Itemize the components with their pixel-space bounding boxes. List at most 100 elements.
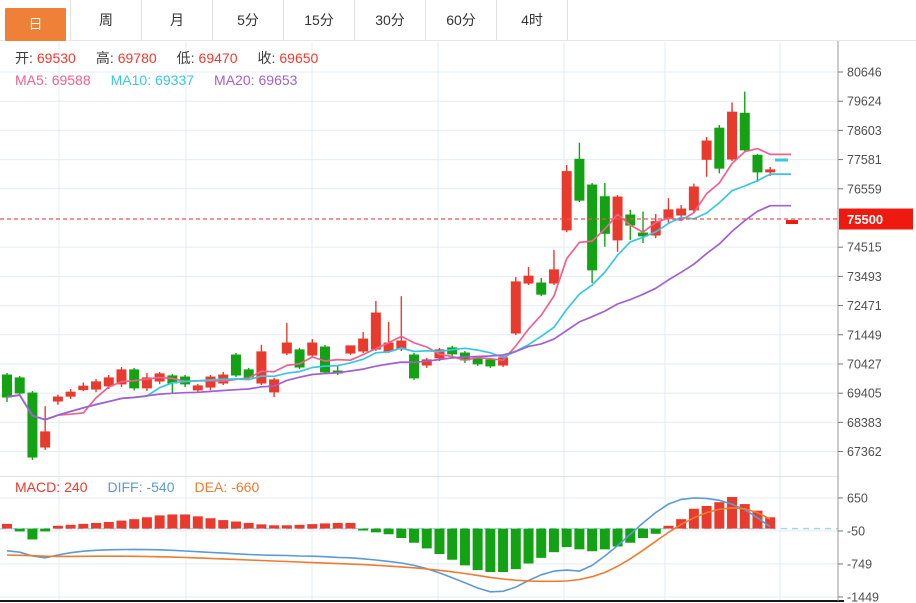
macd-hist-bar [510,528,521,570]
macd-hist-bar [141,517,152,529]
price-axis-label: 80646 [847,66,882,80]
candle-body [205,376,216,388]
ohlc-value-0: 69530 [36,50,76,66]
macd-hist-bar [103,521,114,529]
macd-hist-bar [78,523,89,529]
price-axis-label: 77581 [847,153,882,167]
macd-hist-bar [612,528,623,547]
current-price-badge [839,208,913,230]
candle-body [78,385,89,391]
price-axis-label: 79624 [847,95,882,109]
ma10-end-marker [775,158,788,162]
price-axis-label: 69405 [847,387,882,401]
macd-hist-bar [345,522,356,529]
candle-body [472,358,483,365]
candle-body [676,208,687,216]
ma-label-1: MA10: [110,72,152,88]
macd-hist-bar [230,521,241,529]
candle-body [230,354,241,376]
macd-value-1: -540 [146,479,175,495]
tab-month[interactable]: 月 [142,0,213,40]
macd-axis-label: 650 [847,491,868,505]
macd-hist-bar [27,528,38,540]
macd-axis-label: -749 [847,557,872,571]
candle-body [40,431,51,448]
candle-body [574,158,585,201]
ohlc-value-3: 69650 [279,50,319,66]
macd-hist-bar [396,528,407,539]
diff-line [6,497,771,593]
macd-hist-bar [243,522,254,529]
period-tab-bar: 日周月 5分 15分 30分 60分 4时 [0,0,916,41]
candle-body [243,369,254,378]
candle-body [421,359,432,366]
candle-body [485,359,496,367]
ohlc-value-1: 69780 [117,50,157,66]
ohlc-label-1: 高: [95,50,114,66]
macd-hist-bar [40,528,51,532]
macd-hist-bar [663,525,674,529]
tab-5min[interactable]: 5分 [213,0,284,40]
candle-body [27,392,38,458]
tab-day[interactable]: 日 [0,0,71,41]
macd-hist-bar [52,525,63,529]
macd-label-1: DIFF: [107,479,143,495]
current-price-dash-marker [786,220,798,225]
macd-hist-bar [523,528,534,564]
tab-15min[interactable]: 15分 [284,0,355,40]
macd-hist-bar [587,528,598,552]
macd-hist-bar [14,528,25,532]
macd-hist-bar [218,520,229,529]
price-axis-label: 72471 [847,299,882,313]
macd-axis-label: -1449 [847,590,879,603]
price-axis-label: 70427 [847,357,882,371]
ohlc-label-0: 开: [15,50,33,66]
price-axis-label: 76559 [847,182,882,196]
macd-hist-bar [434,528,445,555]
macd-label-0: MACD: [15,479,61,495]
candle-body [65,391,76,397]
candle-body [752,154,763,173]
candle-body [370,312,381,350]
ma20-line [6,204,791,421]
macd-hist-bar [154,515,165,529]
candle-body [765,169,776,173]
ma-label-2: MA20: [214,72,255,88]
macd-hist-bar [129,519,140,529]
candle-body [116,369,127,385]
tab-4hour[interactable]: 4时 [497,0,568,40]
price-axis-label: 68383 [847,416,882,430]
macd-hist-bar [638,528,648,539]
tab-30min[interactable]: 30分 [355,0,426,40]
candle-body [510,281,521,334]
macd-hist-bar [192,516,203,529]
candle-body [523,275,534,284]
candle-body [498,357,509,366]
tab-60min[interactable]: 60分 [426,0,497,40]
candle-body [536,282,547,295]
candle-body [396,340,407,350]
candle-body [256,351,267,384]
macd-info-row: MACD: 240 DIFF: -540 DEA: -660 [15,479,279,495]
macd-hist-bar [269,525,280,529]
ohlc-info-row: 开: 69530 高: 69780 低: 69470 收: 69650 [15,48,338,68]
ohlc-label-2: 低: [176,50,195,66]
candle-body [739,112,750,151]
macd-axis-label: -50 [847,524,865,538]
macd-hist-bar [65,524,76,529]
macd-hist-bar [599,528,610,550]
candle-body [307,342,318,356]
candle-body [548,269,559,284]
macd-hist-bar [281,525,292,529]
macd-hist-bar [2,523,12,529]
price-axis-label: 74515 [847,241,882,255]
macd-hist-bar [358,528,369,531]
candle-body [52,396,63,402]
macd-hist-bar [485,528,496,572]
macd-hist-bar [180,514,191,529]
tab-week[interactable]: 周 [71,0,142,40]
macd-hist-bar [548,528,559,553]
candle-body [2,374,12,398]
